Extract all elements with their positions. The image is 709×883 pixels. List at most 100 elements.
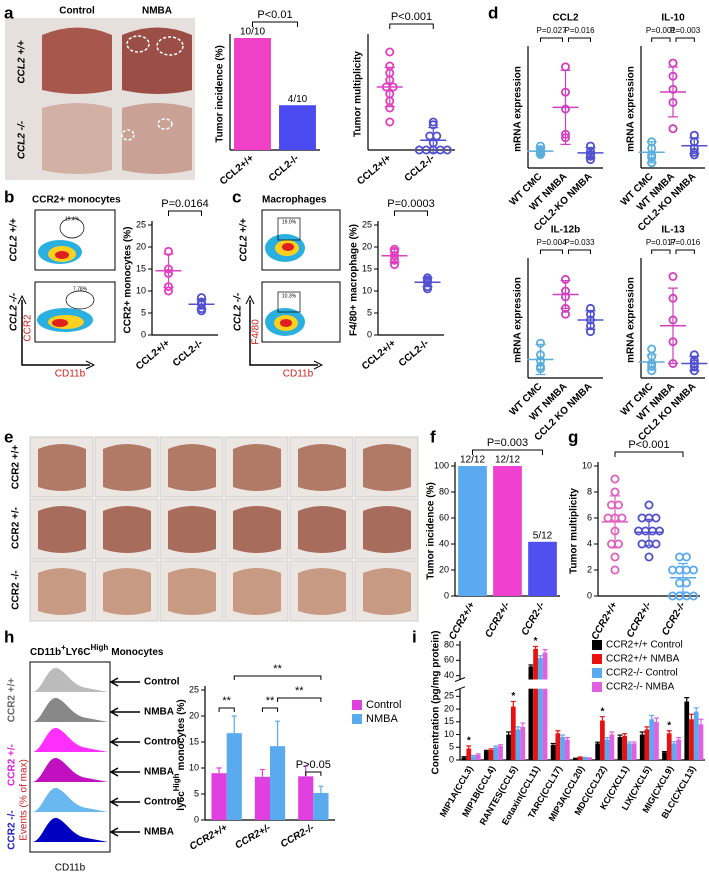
y-tick-label: 80 [444,639,454,649]
x-tick-label: CCL2+/+ [355,153,393,188]
bracket [651,37,671,42]
error-bar [622,733,628,736]
tumor-outline [156,36,184,56]
bar [313,792,329,820]
axis-label: CD11b [55,863,86,874]
y-tick-label: 20 [444,703,454,713]
legend-label: CCR2-/- NMBA [606,682,675,693]
data-point [651,539,661,549]
histogram-frame [29,661,111,853]
bar [582,757,588,760]
x-tick-label: CCL2+/+ [218,153,256,188]
histogram-curve [32,727,108,752]
bar [528,541,557,596]
histogram-curve [32,817,108,842]
y-axis-label: Tumor incidence (%) [426,482,437,580]
significance: * [667,720,671,731]
tissue [363,506,411,553]
error-bar [475,753,481,755]
row-label: CCL2 -/- [17,120,28,159]
error-bar [510,700,516,707]
y-tick-label: 25 [362,219,372,229]
y-tick-label: 20 [136,241,146,251]
y-tick-label: 0 [194,814,199,824]
column-label: NMBA [142,6,172,17]
error-bar [604,736,610,740]
y-tick-label: 25 [444,691,454,701]
bar [493,466,522,596]
annotation: ** [266,695,275,707]
sd-bar [668,287,678,365]
annotation: P>0.05 [296,759,331,771]
flow-plot: 19.0% 10.3% [245,209,341,370]
bar [587,758,592,760]
y-axis-label: mRNA expression [513,66,524,152]
value-label: 5/12 [533,530,553,541]
error-bar [483,749,489,752]
row-label: CCL2 -/- [9,292,20,331]
y-label-sup: High [172,773,181,791]
error-bar [631,741,637,744]
error-bar [577,756,583,758]
bar [564,739,570,760]
sd-bar [428,127,439,154]
arrowhead [109,677,119,687]
x-tick-label: CCL2-/- [397,338,431,369]
tissue [233,444,281,491]
axis-label: F4/80 [251,319,262,345]
tumor-outline [157,118,173,130]
sd-bar [646,354,657,370]
bar [649,719,655,760]
bracket [540,37,563,42]
legend-swatch [352,700,362,710]
data-point [689,591,699,601]
flow-plot: 19.4% 7.78% [17,209,116,370]
title-part: LY6C [66,647,91,658]
legend-label: Control [366,699,401,711]
row-label: CCR2 +/+ [11,445,22,490]
data-point [668,124,678,134]
bar [600,720,605,760]
y-tick-label: 5 [367,307,372,317]
bar [671,743,677,760]
error-bar [275,720,281,747]
x-tick-label: CCR2+/+ [447,600,477,642]
break-mark [454,677,466,692]
y-axis-label: mRNA expression [626,277,637,363]
data-point [644,500,654,510]
bracket [675,249,695,254]
y-axis-label: mRNA expression [626,66,637,152]
row-label: CCL2 +/+ [9,218,20,262]
data-point [655,526,665,536]
sd-bar [689,355,700,372]
significance: * [511,691,515,702]
flow-title: Macrophages [262,195,327,206]
x-tick-label: CCR2+/+ [590,600,620,642]
annotation: P=0.017 [646,238,677,247]
error-bar [626,741,632,744]
x-tick-label: CCL2-/- [403,153,437,184]
panel-letter: i [412,627,417,646]
y-tick-label: 20 [439,564,449,574]
histogram-title: CD11b+LY6CHigh Monocytes [30,643,164,658]
histogram-curve [32,787,108,812]
tissue [363,444,411,491]
panel-letter: h [4,627,14,646]
error-bar [661,750,667,753]
y-tick-label: 15 [444,716,454,726]
bar [537,658,543,760]
significance: * [534,636,538,647]
bracket [233,675,322,680]
error-bar [639,731,645,735]
bar [542,652,548,760]
error-bar [528,664,534,667]
bar [684,701,690,760]
arrowhead [109,707,119,717]
x-tick-label: CCR2-/- [660,600,688,638]
x-tick-label: CCL2+/+ [360,338,398,373]
bar [466,748,472,760]
data-point [668,271,678,281]
bracket [651,249,671,254]
error-bar [693,707,699,712]
error-bar [666,730,672,734]
